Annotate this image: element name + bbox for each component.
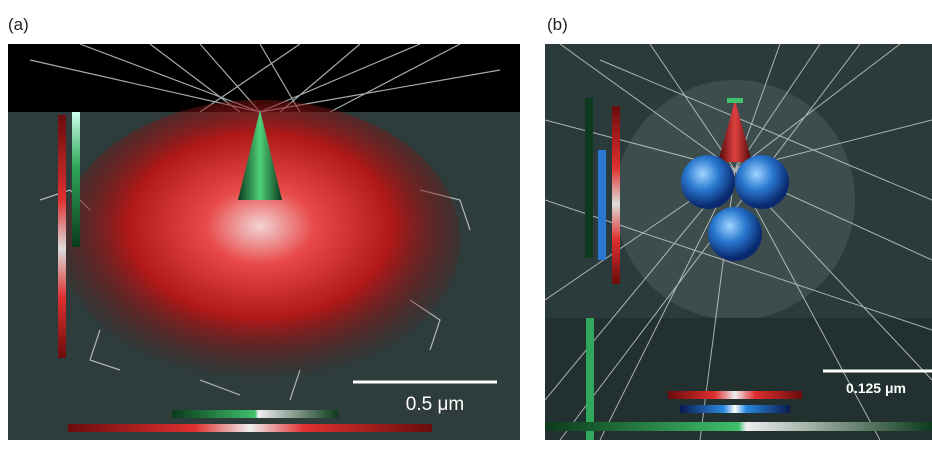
sphere	[708, 207, 762, 261]
color-bar	[668, 391, 802, 399]
scale-label: 0.125 μm	[846, 380, 906, 396]
figure: (a) (b) 0.5 μm	[0, 0, 932, 451]
color-bar	[598, 150, 606, 260]
panel-a: 0.5 μm	[8, 44, 520, 440]
color-bar	[545, 422, 932, 431]
scale-label: 0.5 μm	[406, 394, 464, 415]
color-bar	[58, 115, 66, 358]
panel-label: (a)	[8, 15, 29, 34]
color-bar	[680, 405, 790, 413]
color-bar	[586, 318, 594, 440]
page: (a) (b) 0.5 μm	[0, 0, 932, 451]
color-bar	[612, 106, 620, 284]
sphere	[735, 155, 789, 209]
color-bar	[585, 98, 593, 258]
sphere	[681, 155, 735, 209]
marker	[727, 98, 743, 103]
background-bottom	[545, 318, 932, 440]
color-bar	[72, 112, 80, 247]
color-bar	[172, 410, 338, 418]
panel-b: 0.125 μm	[545, 44, 932, 440]
panel-label: (b)	[547, 15, 568, 34]
color-bar	[68, 424, 432, 432]
